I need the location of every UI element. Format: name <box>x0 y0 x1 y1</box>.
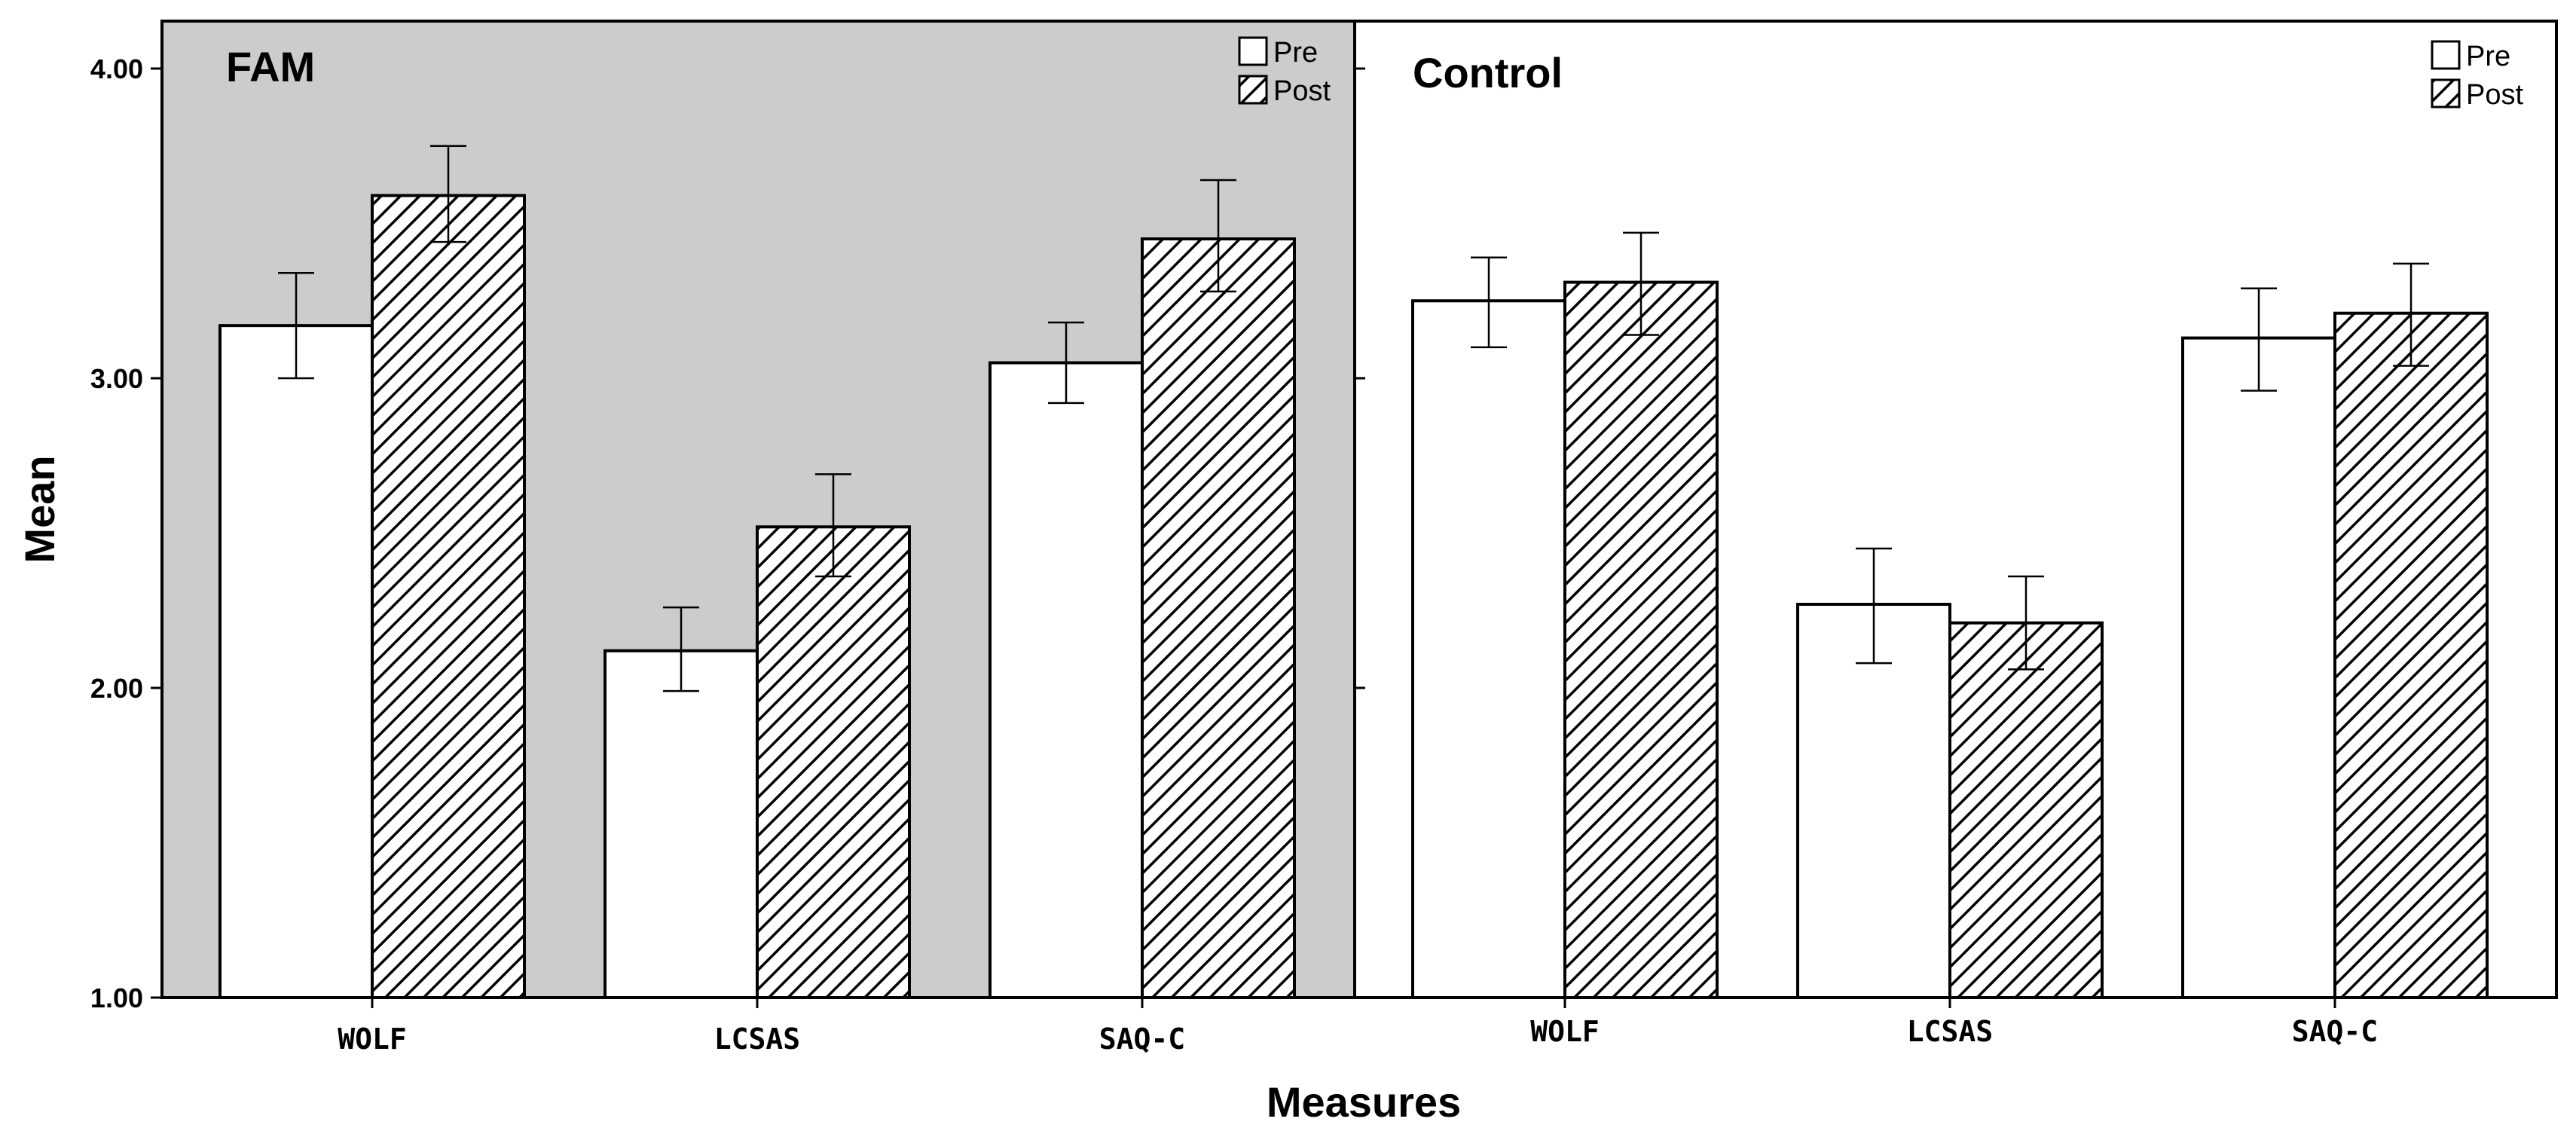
y-tick-label: 1.00 <box>90 983 143 1013</box>
legend-label-post: Post <box>2466 79 2523 111</box>
bar-post <box>1563 280 1719 999</box>
bar-pre <box>218 324 374 999</box>
bar-post <box>371 194 526 999</box>
bar-post <box>2333 311 2489 999</box>
panel-title: FAM <box>226 43 315 90</box>
legend-swatch-post <box>2431 78 2461 108</box>
y-tick-label: 3.00 <box>90 363 143 394</box>
bar-pre <box>604 649 759 999</box>
bar-post <box>756 525 911 999</box>
y-tick-label: 2.00 <box>90 673 143 704</box>
panel-border <box>1353 20 2558 999</box>
legend-swatch-post <box>1238 75 1268 105</box>
bar-pre <box>1411 299 1566 999</box>
legend-label-post: Post <box>1273 75 1331 107</box>
bar-post <box>1948 621 2104 999</box>
x-tick-label: WOLF <box>1530 1015 1600 1048</box>
x-tick-label: WOLF <box>338 1022 407 1056</box>
y-axis-title: Mean <box>16 455 63 563</box>
x-tick-label: LCSAS <box>714 1022 800 1056</box>
legend-label-pre: Pre <box>1273 37 1318 69</box>
panel-title: Control <box>1413 49 1563 96</box>
bar-post <box>1141 237 1296 999</box>
legend-label-pre: Pre <box>2466 41 2510 72</box>
legend-swatch-pre <box>2431 40 2461 70</box>
x-tick-label: LCSAS <box>1907 1015 1993 1048</box>
x-tick-label: SAQ-C <box>2292 1015 2378 1048</box>
x-axis-title: Measures <box>1267 1078 1461 1126</box>
bar-pre <box>989 361 1144 999</box>
bar-pre <box>2181 336 2336 999</box>
y-tick-label: 4.00 <box>90 53 143 84</box>
x-tick-label: SAQ-C <box>1099 1022 1185 1056</box>
legend-swatch-pre <box>1238 36 1268 66</box>
